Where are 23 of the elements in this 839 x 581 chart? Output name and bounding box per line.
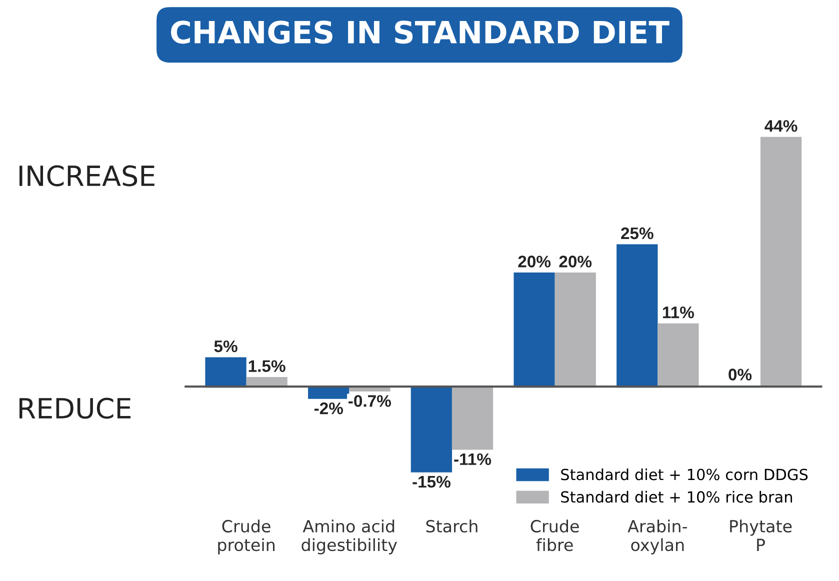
data-label: 0% (728, 368, 752, 380)
data-label: 44% (764, 120, 798, 132)
text: INCREASE (20, 165, 154, 186)
x-tick-label: Starch (426, 520, 478, 533)
data-label: -2% (314, 402, 343, 414)
data-label: 1.5% (248, 360, 286, 372)
data-label: 20% (559, 256, 592, 268)
data-label: -0.7% (348, 395, 391, 407)
data-label: -11% (454, 453, 492, 466)
data-label: 20% (518, 256, 551, 268)
data-label: -15% (412, 476, 450, 488)
data-label: 5% (214, 340, 238, 352)
x-tick-label: Crude protein (218, 520, 274, 554)
x-tick-label: Amino acid digestibility (302, 520, 398, 554)
chart-title: CHANGES IN STANDARD DIET (170, 20, 670, 44)
x-tick-label: Arabin-oxylan (628, 520, 687, 554)
x-tick-label: Crude fibre (530, 520, 579, 552)
data-label: 25% (621, 227, 654, 240)
x-tick-label: Phytate P (730, 520, 792, 551)
data-label: 11% (663, 306, 694, 318)
text: REDUCE (20, 398, 131, 419)
legend-label: Standard diet + 10% rice bran (561, 490, 792, 503)
legend-label: Standard diet + 10% corn DDGS (561, 468, 808, 480)
